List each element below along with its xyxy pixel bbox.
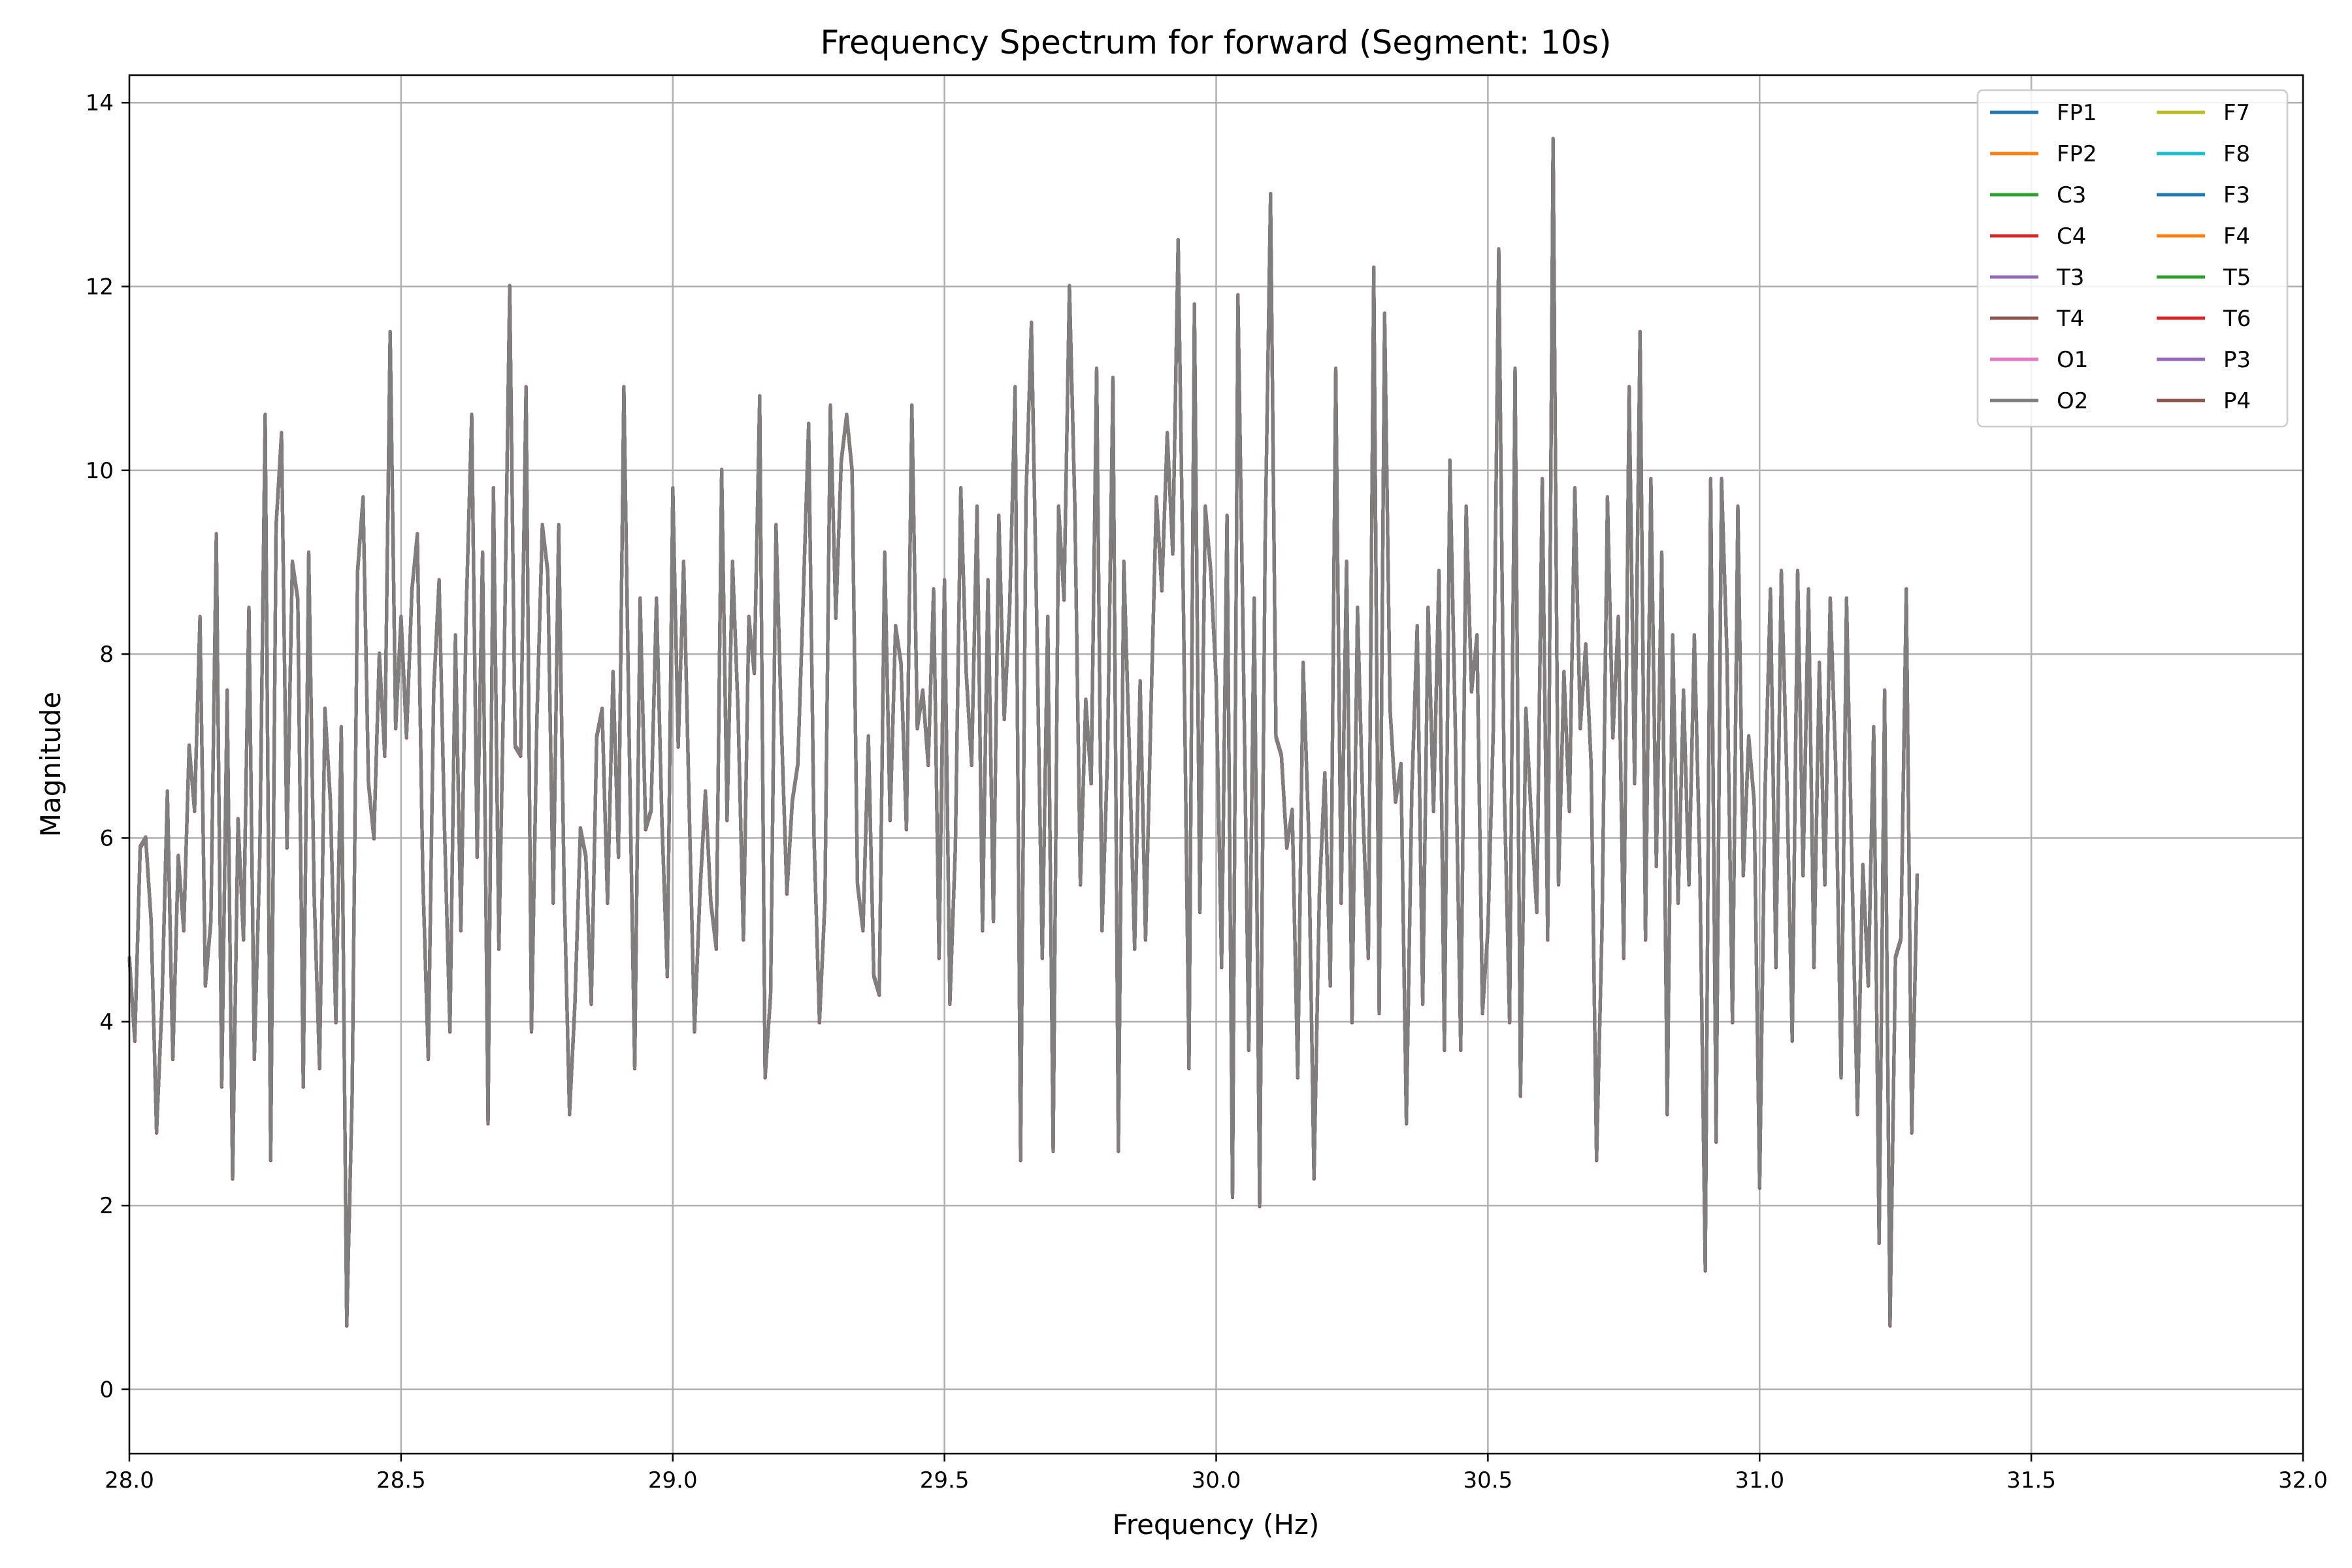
x-axis-ticks: 28.0 28.5 29.0 29.5 30.0 30.5 31.0 31.5 32.0 bbox=[105, 1454, 2328, 1494]
x-tick-label: 30.0 bbox=[1192, 1467, 1241, 1494]
legend-label-t3: T3 bbox=[2056, 265, 2084, 291]
y-tick-label: 6 bbox=[99, 826, 114, 852]
legend-label-f3: F3 bbox=[2223, 182, 2250, 208]
x-tick-label: 28.5 bbox=[376, 1467, 426, 1494]
legend-label-t5: T5 bbox=[2223, 265, 2251, 291]
y-tick-label: 4 bbox=[99, 1009, 114, 1036]
series-line-o2 bbox=[127, 138, 1919, 1327]
legend-label-f7: F7 bbox=[2223, 100, 2250, 126]
x-tick-label: 29.5 bbox=[920, 1467, 970, 1494]
y-axis-title: Magnitude bbox=[35, 692, 67, 838]
x-tick-label: 31.0 bbox=[1735, 1467, 1784, 1494]
y-tick-label: 8 bbox=[99, 642, 114, 668]
legend-label-c3: C3 bbox=[2057, 182, 2086, 208]
x-tick-label: 31.5 bbox=[2006, 1467, 2056, 1494]
y-tick-label: 0 bbox=[99, 1377, 114, 1403]
y-tick-label: 2 bbox=[99, 1193, 114, 1219]
legend-label-p3: P3 bbox=[2223, 347, 2251, 373]
legend-box bbox=[1976, 89, 2289, 428]
legend-label-p4: P4 bbox=[2223, 388, 2251, 414]
legend-label-f4: F4 bbox=[2223, 223, 2250, 250]
x-axis-title: Frequency (Hz) bbox=[1113, 1509, 1320, 1541]
legend-label-t4: T4 bbox=[2056, 306, 2084, 332]
y-tick-label: 10 bbox=[86, 458, 114, 484]
y-tick-label: 12 bbox=[86, 274, 114, 301]
x-tick-label: 28.0 bbox=[105, 1467, 154, 1494]
legend-label-fp1: FP1 bbox=[2057, 100, 2097, 126]
legend-label-f8: F8 bbox=[2223, 141, 2250, 167]
y-axis-ticks: 0 2 4 6 8 10 12 14 bbox=[86, 90, 129, 1403]
series-lines bbox=[127, 137, 1919, 1328]
x-tick-label: 32.0 bbox=[2278, 1467, 2328, 1494]
legend-label-o1: O1 bbox=[2057, 347, 2088, 373]
legend-label-t6: T6 bbox=[2223, 306, 2251, 332]
x-tick-label: 29.0 bbox=[648, 1467, 698, 1494]
chart-title: Frequency Spectrum for forward (Segment:… bbox=[820, 24, 1611, 61]
x-tick-label: 30.5 bbox=[1463, 1467, 1513, 1494]
y-tick-label: 14 bbox=[86, 90, 114, 116]
legend-label-fp2: FP2 bbox=[2057, 141, 2097, 167]
legend-label-o2: O2 bbox=[2057, 388, 2088, 414]
legend-label-c4: C4 bbox=[2057, 223, 2086, 250]
legend: FP1 FP2 C3 C4 T3 T4 O1 O2 F7 F8 F3 F4 T5 T6 P3 P4 bbox=[1976, 89, 2289, 428]
